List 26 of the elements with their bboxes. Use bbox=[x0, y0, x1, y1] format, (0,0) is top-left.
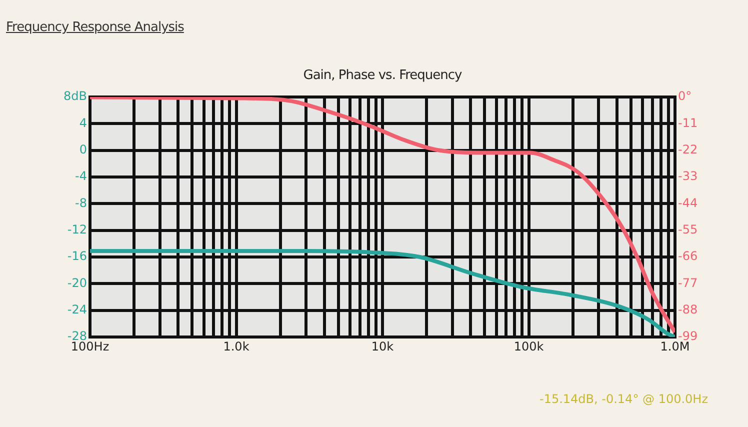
y-tick-label: 8dB bbox=[64, 89, 87, 104]
y-tick-label: -4 bbox=[75, 169, 87, 184]
y2-tick-label: -88 bbox=[678, 302, 698, 316]
text: -15.14dB, -0.14° @ 100.0Hz bbox=[539, 392, 708, 406]
y-tick-label: -8 bbox=[75, 196, 87, 210]
y-tick-label: 0 bbox=[79, 142, 87, 156]
x-tick-label: 1.0M bbox=[660, 339, 690, 354]
y-tick-label: -20 bbox=[67, 276, 87, 290]
y2-tick-label: 0° bbox=[678, 89, 692, 104]
y-tick-label: -16 bbox=[67, 249, 87, 264]
chart-subtitle: Gain, Phase vs. Frequency bbox=[302, 68, 463, 83]
y-tick-label: 4 bbox=[79, 116, 87, 130]
y2-tick-label: -77 bbox=[678, 276, 698, 290]
y2-tick-label: -33 bbox=[678, 169, 698, 184]
y2-tick-label: -66 bbox=[678, 249, 698, 264]
x-tick-label: 10k bbox=[371, 339, 394, 354]
x-tick-label: 100Hz bbox=[70, 339, 110, 354]
chart-title: Frequency Response Analysis bbox=[6, 20, 184, 35]
x-tick-label: 1.0k bbox=[223, 339, 250, 354]
y2-tick-label: -55 bbox=[678, 222, 698, 236]
y2-tick-label: -44 bbox=[678, 196, 698, 210]
x-tick-label: 100k bbox=[514, 339, 544, 354]
y-tick-label: -12 bbox=[67, 222, 87, 236]
y-tick-label: -24 bbox=[67, 302, 87, 316]
y2-tick-label: -11 bbox=[678, 116, 698, 130]
y2-tick-label: -22 bbox=[678, 142, 698, 156]
